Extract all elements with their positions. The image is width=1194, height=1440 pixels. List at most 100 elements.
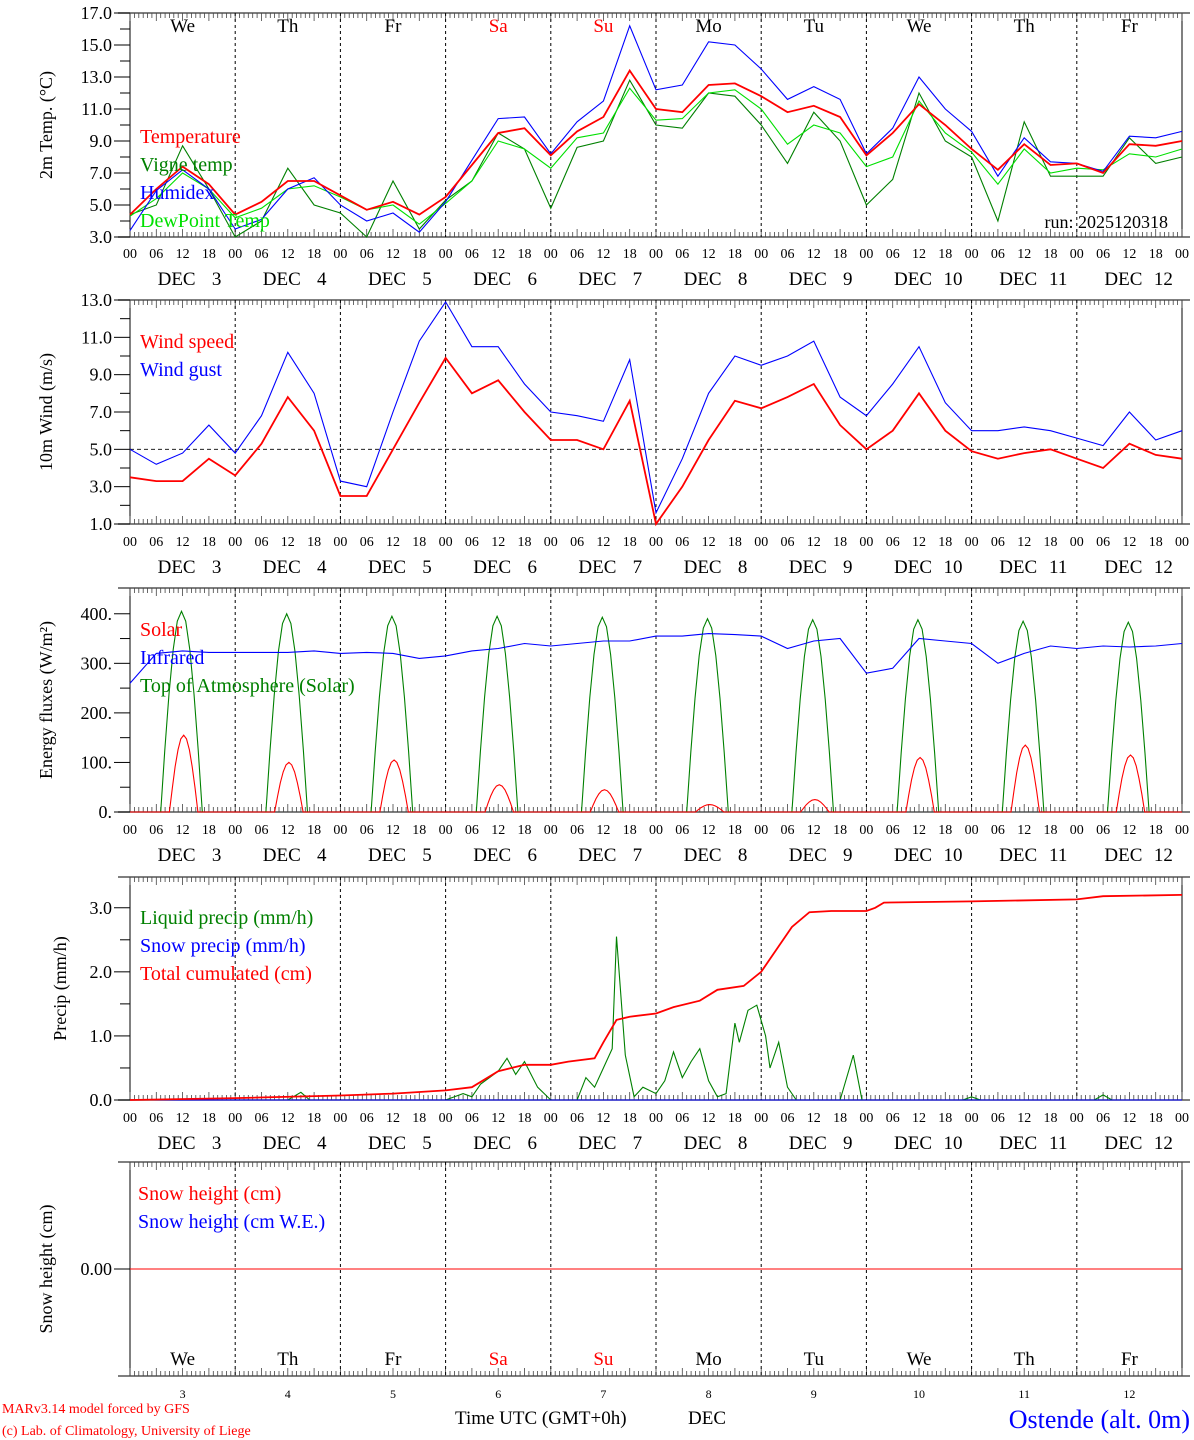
x-month-label: DEC bbox=[158, 1133, 196, 1154]
day-number-label: 5 bbox=[390, 1387, 396, 1401]
x-tick-label: 12 bbox=[281, 1111, 295, 1126]
x-tick-label: 00 bbox=[333, 823, 347, 838]
x-tick-label: 06 bbox=[570, 1111, 584, 1126]
x-tick-label: 18 bbox=[412, 823, 426, 838]
time-axis-title: Time UTC (GMT+0h) bbox=[455, 1408, 627, 1429]
y-axis-title: Precip (mm/h) bbox=[50, 936, 71, 1040]
day-number-label: 10 bbox=[913, 1387, 925, 1401]
x-minor-ticks bbox=[129, 588, 1183, 812]
x-tick-label: 00 bbox=[1070, 823, 1084, 838]
x-tick-label: 18 bbox=[1044, 1111, 1058, 1126]
day-name-label: Sa bbox=[489, 16, 509, 37]
day-name-label: Fr bbox=[385, 1349, 403, 1370]
station-name: Ostende (alt. 0m) bbox=[1009, 1405, 1190, 1434]
day-name-label: We bbox=[170, 1349, 195, 1370]
x-minor-ticks bbox=[129, 300, 1183, 524]
x-day-number: 9 bbox=[843, 269, 853, 290]
x-day-number: 11 bbox=[1049, 557, 1067, 578]
day-name-label: We bbox=[170, 16, 195, 37]
x-tick-label: 06 bbox=[886, 1111, 900, 1126]
x-tick-label: 00 bbox=[544, 1111, 558, 1126]
legend-entry: Wind speed bbox=[140, 331, 234, 353]
x-tick-label: 06 bbox=[149, 823, 163, 838]
day-name-label: Th bbox=[1014, 1349, 1036, 1370]
series-line-total-cumulated-cm bbox=[129, 894, 1183, 1101]
x-tick-label: 12 bbox=[176, 823, 190, 838]
y-tick-label: 11.0 bbox=[81, 99, 112, 119]
x-tick-label: 18 bbox=[518, 823, 532, 838]
x-tick-label: 00 bbox=[439, 535, 453, 550]
x-day-number: 3 bbox=[212, 1133, 222, 1154]
y-tick-label: 7.0 bbox=[90, 163, 113, 183]
x-tick-label: 06 bbox=[255, 1111, 269, 1126]
x-tick-label: 18 bbox=[307, 535, 321, 550]
x-tick-label: 12 bbox=[702, 823, 716, 838]
y-tick-label: 1.0 bbox=[90, 1026, 113, 1046]
x-month-label: DEC bbox=[789, 269, 827, 290]
x-tick-label: 00 bbox=[754, 535, 768, 550]
x-tick-label: 12 bbox=[176, 1111, 190, 1126]
x-month-label: DEC bbox=[368, 269, 406, 290]
x-tick-label: 06 bbox=[781, 247, 795, 262]
run-label: run: 2025120318 bbox=[1045, 212, 1169, 232]
x-day-number: 9 bbox=[843, 1133, 853, 1154]
legend-entry: Top of Atmosphere (Solar) bbox=[140, 675, 355, 697]
x-tick-label: 18 bbox=[1044, 247, 1058, 262]
y-tick-label: 9.0 bbox=[90, 131, 113, 151]
x-tick-label: 18 bbox=[728, 247, 742, 262]
x-tick-label: 12 bbox=[281, 535, 295, 550]
x-day-number: 6 bbox=[527, 557, 537, 578]
legend-entry: Temperature bbox=[140, 126, 241, 148]
x-day-number: 12 bbox=[1154, 1133, 1173, 1154]
x-tick-label: 06 bbox=[360, 1111, 374, 1126]
y-tick-label: 7.0 bbox=[90, 402, 113, 422]
y-axis-title: 2m Temp. (°C) bbox=[36, 71, 57, 179]
x-month-label: DEC bbox=[368, 845, 406, 866]
x-tick-label: 00 bbox=[754, 247, 768, 262]
x-tick-label: 06 bbox=[1096, 247, 1110, 262]
time-axis-month: DEC bbox=[688, 1408, 726, 1429]
x-tick-label: 12 bbox=[1122, 247, 1136, 262]
x-tick-label: 12 bbox=[386, 535, 400, 550]
x-tick-label: 18 bbox=[938, 1111, 952, 1126]
day-name-label: Th bbox=[277, 1349, 299, 1370]
x-tick-label: 18 bbox=[623, 1111, 637, 1126]
x-tick-label: 06 bbox=[570, 247, 584, 262]
x-tick-label: 00 bbox=[544, 823, 558, 838]
x-month-label: DEC bbox=[578, 269, 616, 290]
x-month-label: DEC bbox=[473, 1133, 511, 1154]
x-month-label: DEC bbox=[684, 845, 722, 866]
x-tick-label: 12 bbox=[491, 247, 505, 262]
x-tick-label: 00 bbox=[754, 1111, 768, 1126]
x-tick-label: 18 bbox=[1149, 247, 1163, 262]
x-day-number: 10 bbox=[944, 557, 963, 578]
x-month-label: DEC bbox=[894, 1133, 932, 1154]
x-tick-label: 00 bbox=[649, 247, 663, 262]
x-tick-label: 18 bbox=[938, 535, 952, 550]
x-day-number: 7 bbox=[633, 845, 643, 866]
x-tick-label: 12 bbox=[596, 1111, 610, 1126]
x-tick-label: 06 bbox=[675, 535, 689, 550]
x-month-label: DEC bbox=[789, 1133, 827, 1154]
x-tick-label: 12 bbox=[807, 823, 821, 838]
x-tick-label: 00 bbox=[439, 823, 453, 838]
x-tick-label: 00 bbox=[754, 823, 768, 838]
legend-entry: Wind gust bbox=[140, 359, 222, 381]
day-number-label: 11 bbox=[1018, 1387, 1030, 1401]
legend-entry: Snow height (cm W.E.) bbox=[138, 1211, 325, 1233]
x-tick-label: 06 bbox=[465, 823, 479, 838]
day-name-label: Su bbox=[593, 1349, 614, 1370]
day-name-label: Fr bbox=[1121, 16, 1139, 37]
series-line-solar bbox=[130, 734, 1182, 813]
x-month-label: DEC bbox=[684, 269, 722, 290]
x-tick-label: 12 bbox=[702, 247, 716, 262]
x-tick-label: 12 bbox=[176, 247, 190, 262]
x-day-number: 8 bbox=[738, 845, 748, 866]
series-line-dewpoint-temp bbox=[129, 87, 1183, 225]
x-tick-label: 18 bbox=[623, 823, 637, 838]
x-tick-label: 00 bbox=[965, 823, 979, 838]
y-tick-label: 0.0 bbox=[90, 1090, 113, 1110]
x-tick-label: 00 bbox=[228, 1111, 242, 1126]
x-day-number: 12 bbox=[1154, 269, 1173, 290]
